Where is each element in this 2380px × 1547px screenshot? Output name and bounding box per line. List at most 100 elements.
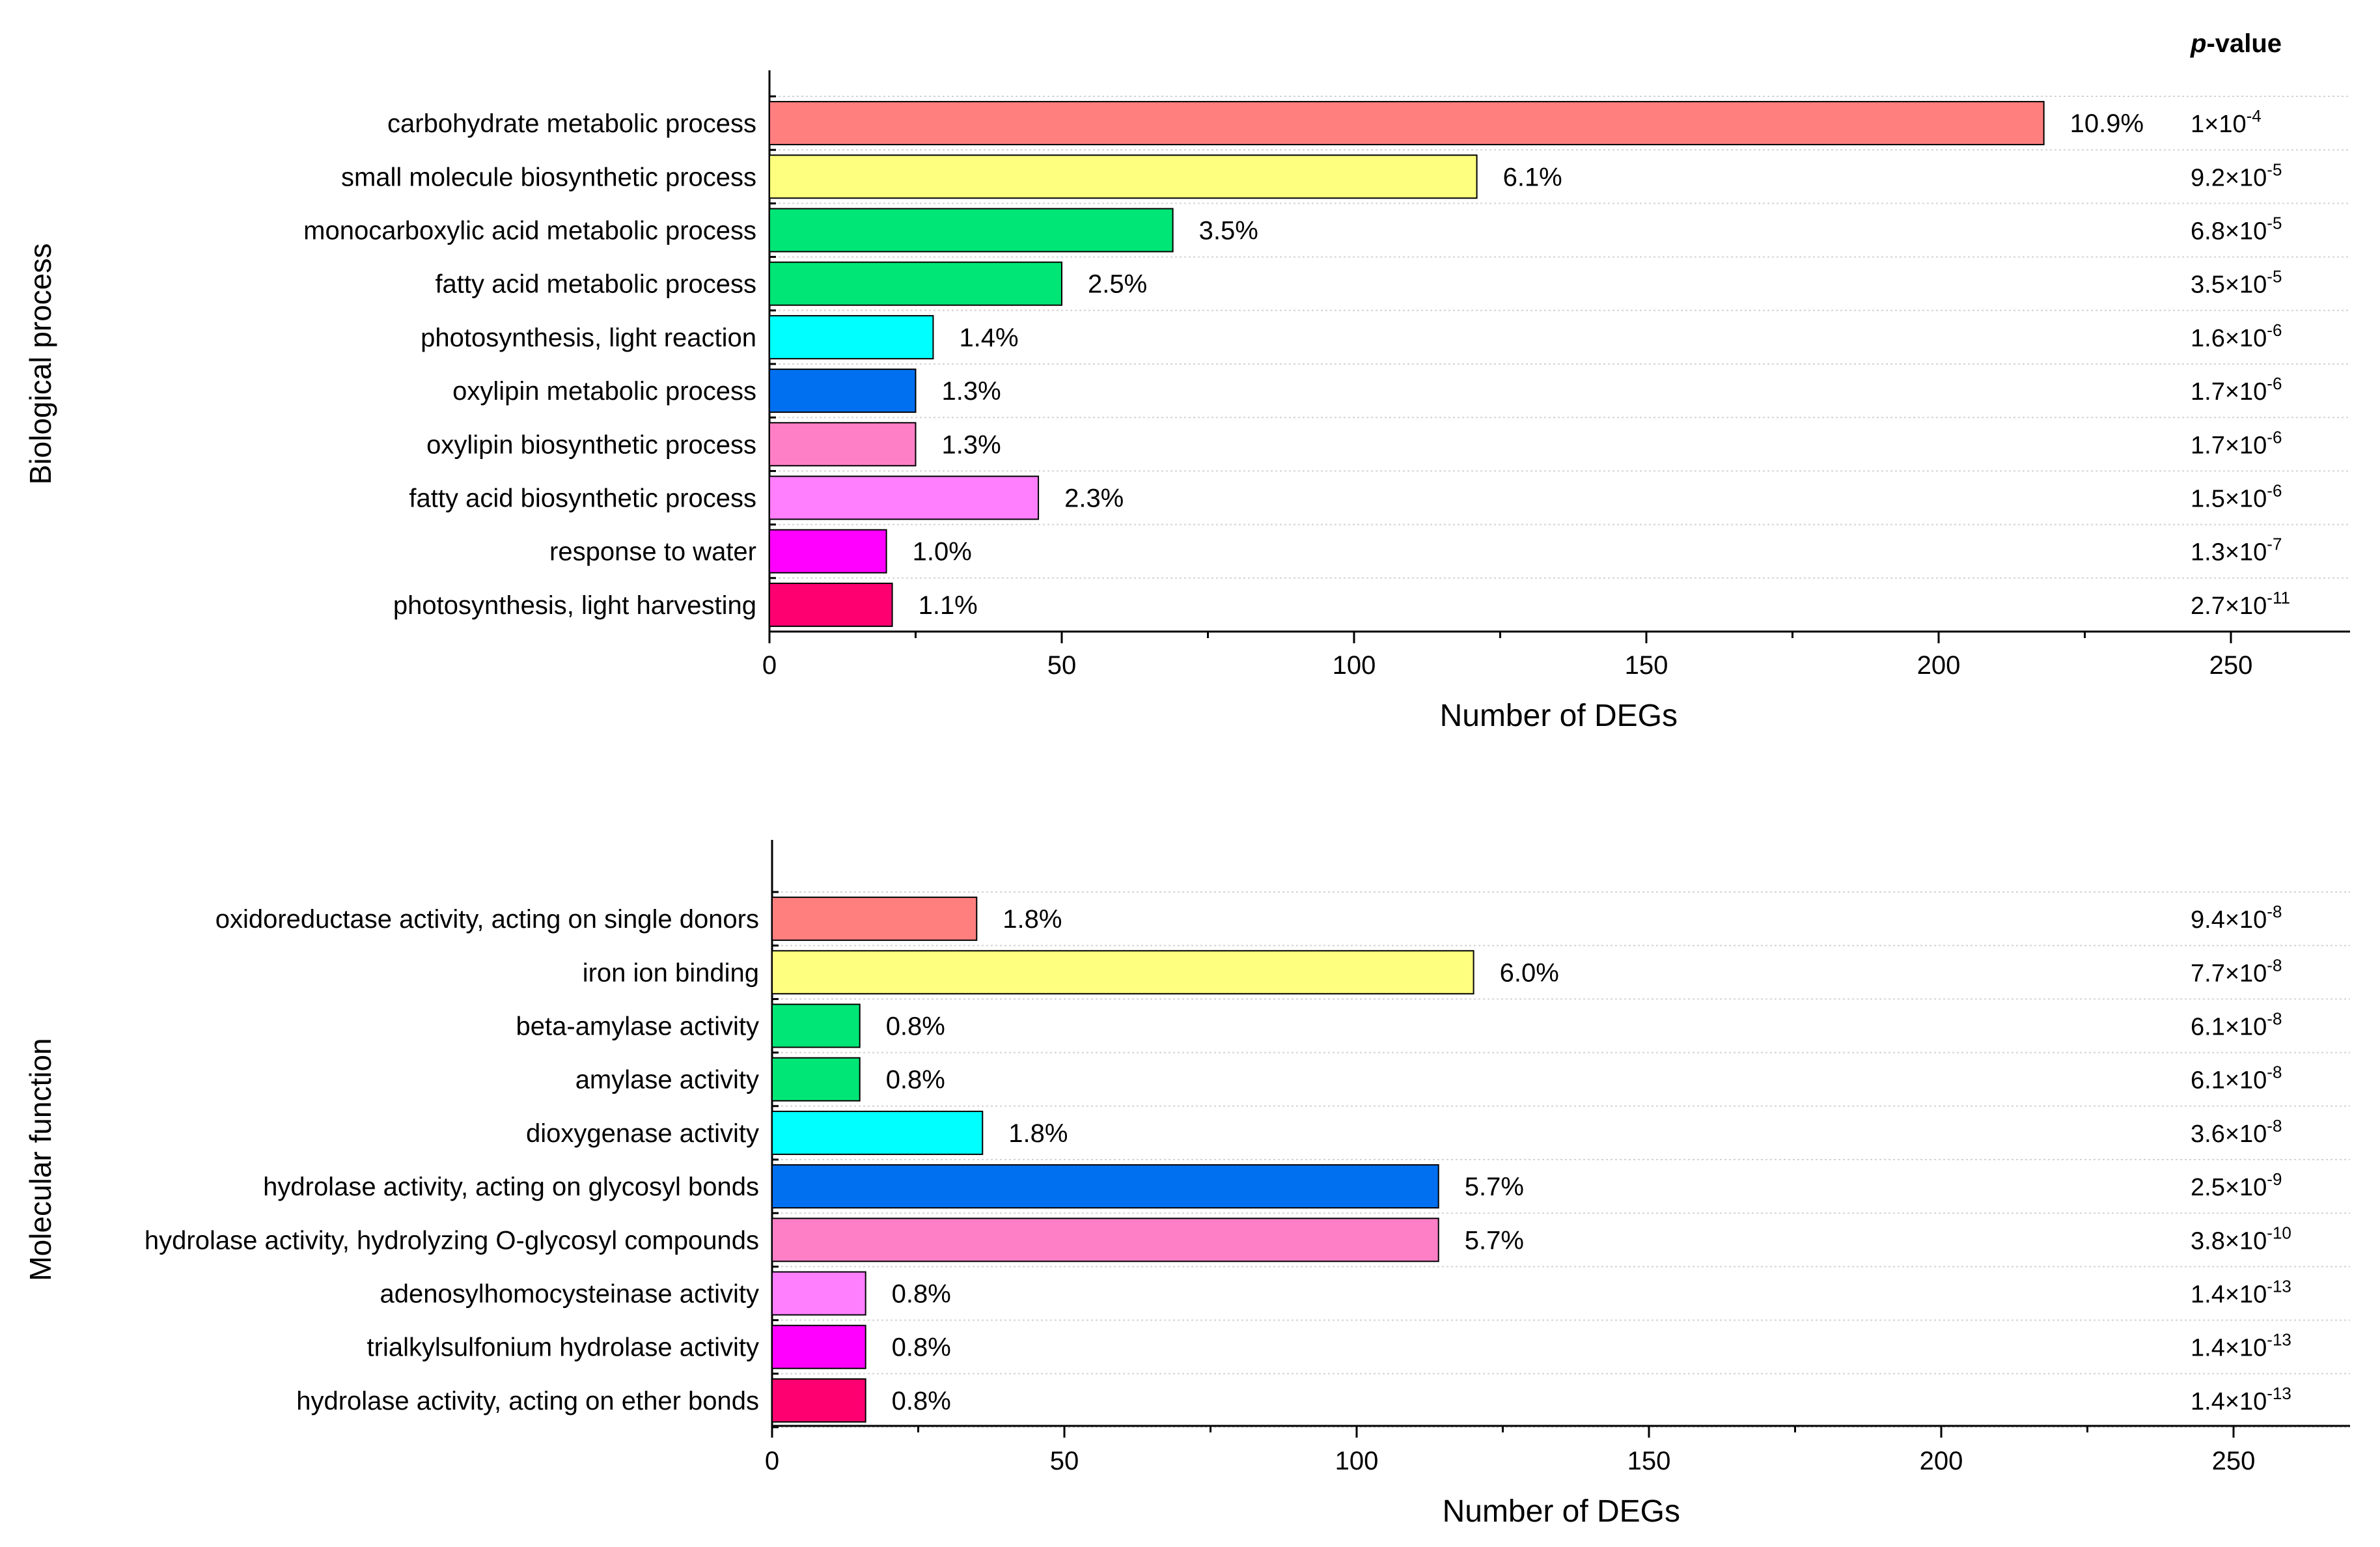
percent-label: 1.1% <box>919 591 978 620</box>
bar <box>771 1271 866 1316</box>
percent-label: 0.8% <box>892 1333 951 1362</box>
x-axis-title: Number of DEGs <box>1443 1494 1680 1529</box>
p-value-exponent: -9 <box>2267 1169 2282 1189</box>
p-value-exponent: -8 <box>2267 902 2282 921</box>
category-label: dioxygenase activity <box>526 1119 759 1148</box>
x-tick-label: 0 <box>762 651 777 680</box>
p-value-header-prefix: p <box>2190 29 2206 58</box>
p-value-label: 6.1×10-8 <box>2191 1063 2282 1094</box>
p-value-exponent: -13 <box>2267 1277 2291 1296</box>
bar <box>769 208 1174 253</box>
percent-label: 6.0% <box>1500 958 1559 987</box>
y-axis-title: Biological process <box>23 244 57 485</box>
category-label: hydrolase activity, acting on ether bond… <box>296 1387 759 1415</box>
p-value-exponent: -13 <box>2267 1330 2291 1350</box>
bar <box>769 154 1478 199</box>
x-tick-label: 50 <box>1050 1447 1079 1475</box>
p-value-mantissa: 3.8×10 <box>2191 1227 2267 1255</box>
percent-label: 2.5% <box>1088 270 1147 299</box>
p-value-label: 2.7×10-11 <box>2191 588 2290 620</box>
p-value-exponent: -4 <box>2247 106 2262 126</box>
bar <box>771 1218 1439 1262</box>
x-tick-label: 150 <box>1627 1447 1671 1475</box>
p-value-label: 1.4×10-13 <box>2191 1384 2291 1415</box>
bar <box>771 1057 861 1102</box>
p-value-exponent: -8 <box>2267 955 2282 975</box>
percent-label: 1.3% <box>942 377 1001 406</box>
p-value-exponent: -5 <box>2267 214 2282 233</box>
category-label: small molecule biosynthetic process <box>341 163 756 191</box>
p-value-mantissa: 1.4×10 <box>2191 1281 2267 1309</box>
biological-process-panel: 0 50 100 150 200 250 Number of DEGs Biological … <box>23 70 2350 733</box>
x-tick-label: 250 <box>2212 1447 2256 1475</box>
percent-label: 1.4% <box>959 324 1018 352</box>
p-value-label: 6.8×10-5 <box>2191 214 2282 245</box>
p-value-mantissa: 6.8×10 <box>2191 218 2267 245</box>
category-label: fatty acid biosynthetic process <box>409 484 756 513</box>
p-value-label: 1.7×10-6 <box>2191 374 2282 406</box>
p-value-mantissa: 9.4×10 <box>2191 906 2267 934</box>
p-value-mantissa: 6.1×10 <box>2191 1014 2267 1041</box>
y-axis-title: Molecular function <box>23 1038 57 1281</box>
category-label: trialkylsulfonium hydrolase activity <box>367 1333 759 1362</box>
p-value-label: 3.8×10-10 <box>2191 1223 2291 1255</box>
p-value-mantissa: 3.5×10 <box>2191 272 2267 299</box>
bar <box>769 101 2045 146</box>
x-tick-label: 0 <box>765 1447 779 1475</box>
category-label: monocarboxylic acid metabolic process <box>303 217 756 245</box>
p-value-label: 1.4×10-13 <box>2191 1330 2291 1362</box>
p-value-label: 9.2×10-5 <box>2191 160 2282 191</box>
p-value-mantissa: 1.7×10 <box>2191 378 2267 406</box>
p-value-exponent: -8 <box>2267 1009 2282 1029</box>
bar <box>771 950 1474 995</box>
p-value-mantissa: 6.1×10 <box>2191 1067 2267 1094</box>
percent-label: 0.8% <box>886 1012 945 1041</box>
category-label: adenosylhomocysteinase activity <box>380 1280 759 1309</box>
bar <box>769 422 917 467</box>
p-value-exponent: -7 <box>2267 535 2282 554</box>
p-value-mantissa: 9.2×10 <box>2191 164 2267 191</box>
bar <box>769 369 917 413</box>
category-label: photosynthesis, light harvesting <box>393 591 756 620</box>
p-value-label: 2.5×10-9 <box>2191 1169 2282 1201</box>
x-tick-label: 150 <box>1625 651 1668 680</box>
category-label: response to water <box>549 538 756 566</box>
percent-label: 0.8% <box>886 1066 945 1094</box>
x-tick-label: 250 <box>2209 651 2253 680</box>
percent-label: 10.9% <box>2070 109 2144 138</box>
p-value-label: 9.4×10-8 <box>2191 902 2282 934</box>
percent-label: 1.8% <box>1003 905 1062 934</box>
x-tick-label: 100 <box>1335 1447 1379 1475</box>
bar <box>769 529 887 574</box>
p-value-label: 3.6×10-8 <box>2191 1116 2282 1148</box>
p-value-mantissa: 1.4×10 <box>2191 1335 2267 1362</box>
p-value-exponent: -8 <box>2267 1116 2282 1136</box>
x-tick-label: 100 <box>1333 651 1376 680</box>
percent-label: 1.0% <box>913 538 972 566</box>
p-value-label: 1.3×10-7 <box>2191 535 2282 566</box>
x-tick-label: 200 <box>1917 651 1961 680</box>
category-label: oxylipin biosynthetic process <box>426 430 756 459</box>
p-value-exponent: -11 <box>2267 588 2290 607</box>
percent-label: 5.7% <box>1465 1173 1524 1201</box>
category-label: beta-amylase activity <box>516 1012 759 1041</box>
bar <box>771 897 978 941</box>
category-label: photosynthesis, light reaction <box>421 324 756 352</box>
p-value-label: 6.1×10-8 <box>2191 1009 2282 1041</box>
bar <box>771 1110 984 1155</box>
p-value-label: 1.6×10-6 <box>2191 320 2282 352</box>
percent-label: 0.8% <box>892 1280 951 1309</box>
bar <box>769 475 1040 520</box>
p-value-label: 1.7×10-6 <box>2191 427 2282 459</box>
percent-label: 2.3% <box>1064 484 1124 513</box>
p-value-mantissa: 1.3×10 <box>2191 539 2267 566</box>
category-label: oxylipin metabolic process <box>452 377 756 406</box>
p-value-mantissa: 1.5×10 <box>2191 486 2267 513</box>
p-value-label: 3.5×10-5 <box>2191 267 2282 299</box>
category-label: iron ion binding <box>583 958 759 987</box>
p-value-exponent: -13 <box>2267 1384 2291 1403</box>
p-value-label: 1.5×10-6 <box>2191 481 2282 513</box>
p-value-exponent: -10 <box>2267 1223 2291 1242</box>
percent-label: 6.1% <box>1503 163 1562 191</box>
